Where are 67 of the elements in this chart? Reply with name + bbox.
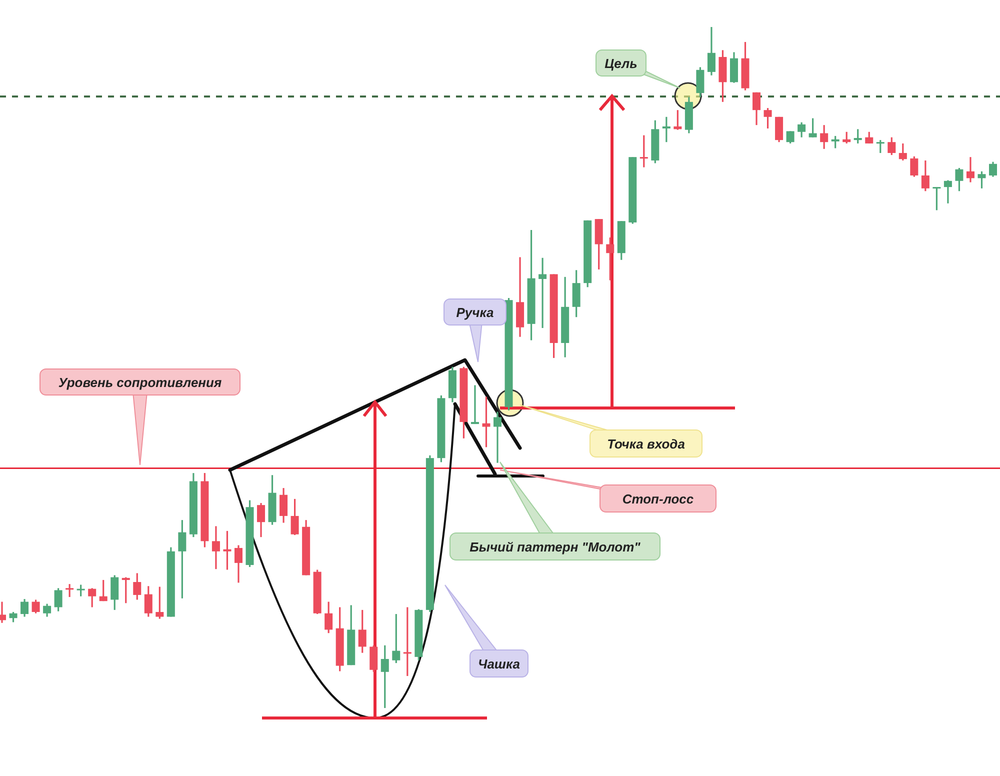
candlestick (888, 136, 896, 156)
candlestick (257, 502, 266, 538)
candlestick (110, 574, 119, 611)
candlestick (380, 644, 389, 709)
candlestick (280, 487, 288, 524)
annotation: Чашка (478, 656, 520, 672)
candlestick (156, 586, 164, 620)
candlestick (865, 131, 874, 144)
annotation: Точка входа (607, 436, 685, 452)
candlestick (370, 644, 378, 673)
candlestick (786, 130, 794, 144)
candlestick (674, 109, 682, 131)
candlestick (43, 603, 52, 618)
candlestick (122, 576, 130, 604)
candlestick (212, 525, 220, 570)
candlestick (66, 583, 74, 598)
annotation: Стоп-лосс (622, 492, 694, 506)
candlestick (989, 161, 997, 178)
candlestick (99, 579, 108, 602)
candlestick (20, 598, 29, 618)
candlestick (234, 544, 242, 584)
candlestick (606, 236, 614, 282)
candlestick (944, 179, 952, 204)
candlestick (831, 135, 840, 150)
candlestick (144, 585, 152, 618)
candlestick (358, 609, 366, 654)
candlestick (76, 584, 85, 598)
candlestick (392, 613, 400, 664)
candlestick (842, 131, 851, 144)
candlestick (324, 600, 333, 634)
candlestick (775, 116, 784, 143)
candlestick (640, 134, 648, 168)
candlestick (54, 587, 62, 612)
candlestick (921, 160, 930, 192)
candlestick (88, 587, 96, 608)
candlestick (955, 167, 964, 192)
candlestick (752, 92, 761, 126)
candlestick (910, 156, 918, 178)
candlestick (178, 519, 186, 600)
candlestick (9, 611, 18, 623)
candlestick (494, 410, 502, 464)
candlestick (662, 116, 670, 143)
candlestick (538, 257, 547, 329)
candlestick (696, 66, 704, 98)
ref-line-label: Уровень сопротивления (58, 375, 222, 390)
candlestick (133, 572, 142, 601)
candlestick (470, 384, 479, 425)
candlestick (898, 142, 907, 162)
candlestick (572, 269, 580, 318)
candlestick (820, 124, 828, 150)
candlestick (290, 498, 299, 536)
candlestick (876, 139, 884, 154)
candlestick (808, 117, 817, 138)
candlestick (798, 122, 806, 138)
annotation: Ручка (456, 305, 494, 320)
candlestick (966, 156, 974, 184)
candlestick (730, 51, 738, 84)
candlestick (707, 26, 716, 76)
annotation: Бычий паттерн "Молот" (470, 540, 642, 554)
candlestick (403, 606, 412, 677)
candlestick (764, 107, 772, 130)
candlestick (978, 170, 986, 190)
candlestick (854, 128, 862, 144)
candlestick (32, 598, 40, 614)
ref-line-label: Цель (604, 56, 638, 71)
candlestick (223, 530, 232, 571)
candlestick (932, 186, 941, 211)
